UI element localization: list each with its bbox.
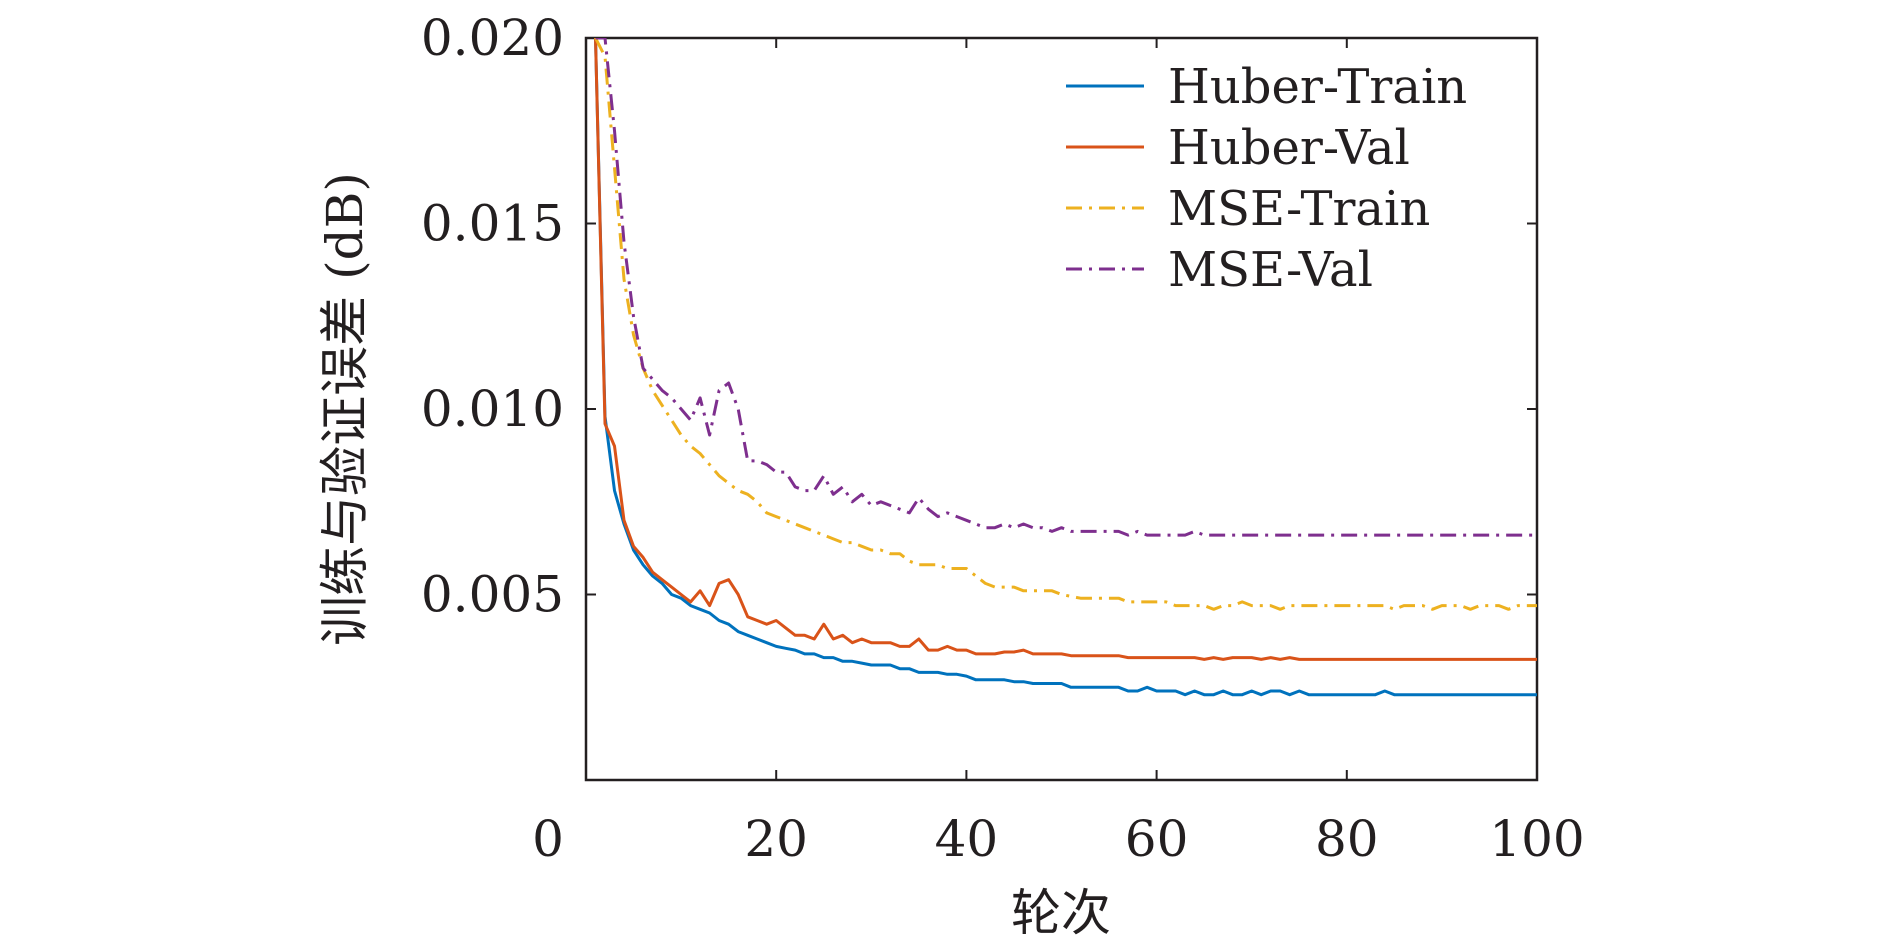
y-axis-title: 训练与验证误差 (dB) [316,172,374,646]
x-axis-title: 轮次 [1011,884,1111,942]
series-line-huber-train [594,38,1537,697]
series-line-mse-train [594,38,1537,611]
x-tick-label: 20 [744,810,808,868]
series-line-huber-val [594,38,1537,661]
legend-entry-label: Huber-Val [1168,120,1410,176]
y-tick-label: 0.020 [421,9,564,67]
x-tick-label: 80 [1315,810,1379,868]
axis-tick-labels: 0 20 40 60 80 100 0.005 0.010 0.015 0.020 [421,9,1585,868]
legend-entry-label: MSE-Val [1168,242,1373,298]
x-tick-label: 100 [1489,810,1584,868]
legend-entry-label: MSE-Train [1168,181,1430,237]
x-tick-label: 40 [935,810,999,868]
y-tick-label: 0.015 [421,195,564,253]
legend-entry-label: Huber-Train [1168,59,1467,115]
series-layer [594,38,1537,697]
y-tick-label: 0.010 [421,380,564,438]
axis-ticks [586,38,1537,780]
x-tick-label: 60 [1125,810,1189,868]
x-tick-label: 0 [532,810,564,868]
y-tick-label: 0.005 [421,566,564,624]
series-line-mse-val [595,38,1537,537]
